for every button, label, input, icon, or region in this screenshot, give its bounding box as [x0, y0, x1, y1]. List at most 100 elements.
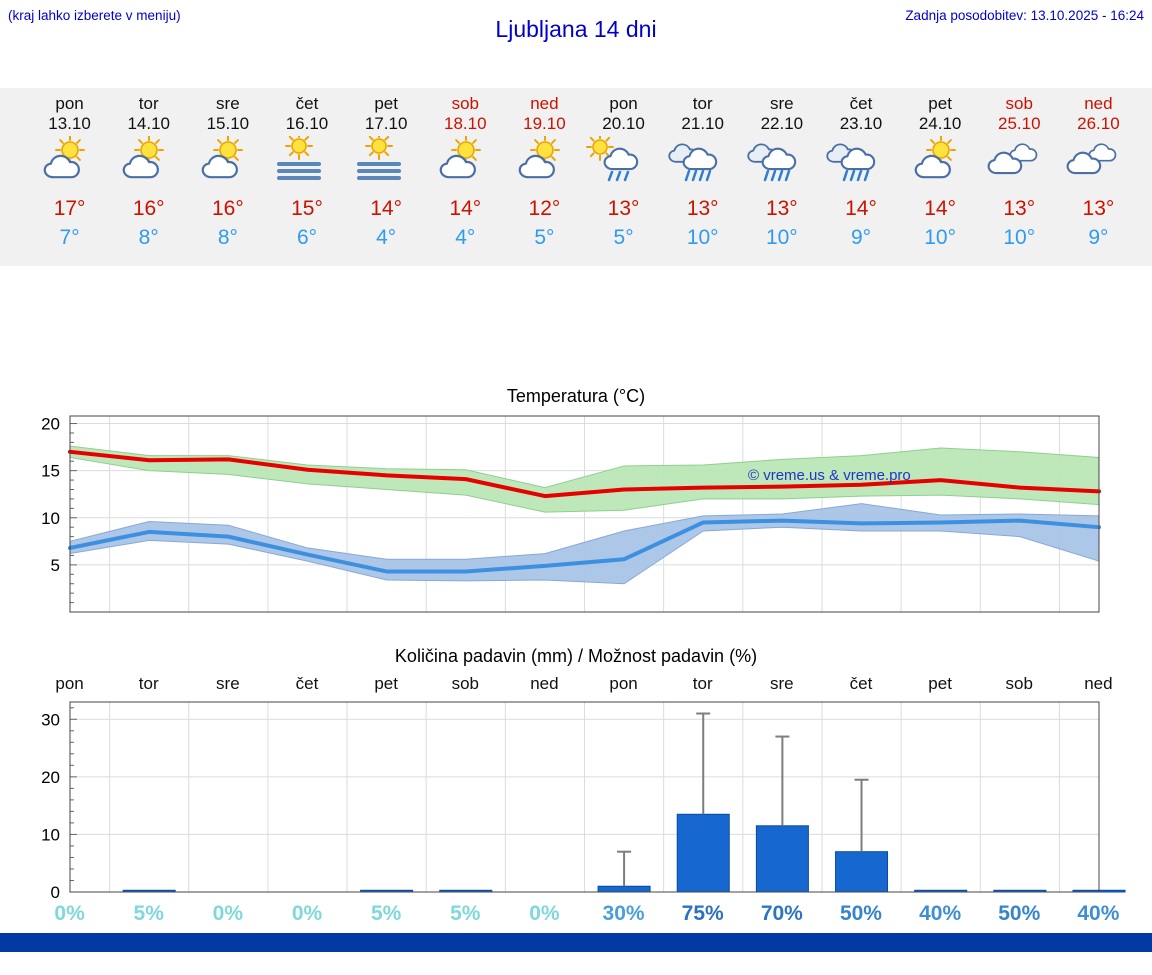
precip-day-label-3: sre: [216, 674, 240, 693]
temp-max: 17°: [53, 197, 86, 220]
forecast-day-1: pon 13.10 17° 7°: [30, 88, 109, 266]
menu-hint-text: (kraj lahko izberete v meniju): [8, 8, 181, 23]
precip-probability-7: 0%: [529, 902, 560, 925]
temp-min: 10°: [1003, 226, 1036, 249]
temp-y-tick: 5: [51, 556, 60, 575]
temp-min: 9°: [1088, 226, 1109, 249]
rain-icon: [742, 136, 821, 190]
precip-probability-3: 0%: [212, 902, 244, 925]
temp-max: 14°: [370, 197, 403, 220]
temp-min: 4°: [455, 226, 476, 249]
temperature-chart-title: Temperatura (°C): [506, 386, 646, 406]
precip-bar: [597, 885, 651, 893]
sun-cloud-icon: [109, 136, 188, 190]
temp-max: 15°: [291, 197, 323, 220]
precip-y-tick: 0: [51, 883, 60, 900]
temp-max: 13°: [765, 197, 798, 220]
page-header: (kraj lahko izberete v meniju) Ljubljana…: [0, 0, 1152, 88]
sun-cloud-icon: [426, 136, 505, 190]
day-date: 23.10: [839, 114, 883, 133]
day-name: sob: [451, 94, 479, 113]
temp-max: 16°: [211, 197, 244, 220]
forecast-day-2: tor 14.10 16° 8°: [109, 88, 188, 266]
temp-min: 10°: [924, 226, 956, 249]
precip-day-label-14: ned: [1084, 674, 1113, 693]
temp-min: 8°: [138, 226, 159, 249]
temp-min: 8°: [217, 226, 238, 249]
forecast-day-7: ned 19.10 12° 5°: [505, 88, 584, 266]
temp-max: 13°: [607, 197, 640, 220]
day-name: ned: [530, 94, 559, 113]
temp-y-tick: 10: [41, 509, 60, 528]
temp-min: 6°: [296, 226, 318, 249]
day-name: čet: [849, 94, 873, 113]
precip-probability-2: 5%: [133, 902, 164, 925]
precip-day-label-1: pon: [55, 674, 84, 693]
day-date: 13.10: [48, 114, 91, 133]
precip-day-label-10: sre: [770, 674, 794, 693]
precip-probability-13: 50%: [998, 902, 1041, 925]
day-name: pon: [609, 94, 638, 113]
precip-y-tick: 30: [41, 710, 60, 729]
sun-rain-icon: [584, 136, 663, 190]
temp-max: 13°: [1003, 197, 1036, 220]
temp-min: 9°: [850, 226, 872, 249]
precip-day-label-13: sob: [1005, 674, 1033, 693]
precip-probability-12: 40%: [919, 902, 962, 925]
temp-y-tick: 20: [41, 415, 60, 434]
precip-day-label-6: sob: [451, 674, 479, 693]
sun-cloud-icon: [30, 136, 109, 190]
forecast-day-9: tor 21.10 13° 10°: [663, 88, 742, 266]
cloud-icon: [980, 136, 1059, 190]
temp-max: 14°: [449, 197, 482, 220]
precip-probability-9: 75%: [681, 902, 724, 925]
day-name: sre: [216, 94, 240, 113]
precip-probability-6: 5%: [450, 902, 481, 925]
fog-icon: [347, 136, 426, 190]
forecast-strip: pon 13.10 17° 7° tor 14.10 16° 8° sre 15.10 16° 8° č…: [0, 88, 1152, 266]
day-name: tor: [138, 94, 159, 113]
precipitation-day-labels: pon tor sre čet pet sob ned pon tor sre čet pet sob n…: [0, 674, 1152, 700]
sun-cloud-icon: [901, 136, 980, 190]
precip-probability-10: 70%: [760, 902, 803, 925]
temp-max: 13°: [1082, 197, 1115, 220]
watermark-link[interactable]: © vreme.us & vreme.pro: [748, 467, 911, 484]
precipitation-probability-row: 0% 5% 0% 0% 5% 5% 0% 30% 75% 70% 50% 40% 50% 40%: [0, 902, 1152, 930]
precip-probability-4: 0%: [291, 902, 323, 925]
temp-max: 12°: [528, 197, 561, 220]
precip-y-tick: 10: [41, 825, 60, 844]
precipitation-chart: 0 10 20 30: [41, 701, 1126, 900]
forecast-day-14: ned 26.10 13° 9°: [1059, 88, 1138, 266]
precip-day-label-2: tor: [138, 674, 159, 693]
temp-max: 13°: [686, 197, 719, 220]
day-name: čet: [295, 94, 319, 113]
precip-day-label-12: pet: [928, 674, 952, 693]
forecast-day-10: sre 22.10 13° 10°: [742, 88, 821, 266]
rain-icon: [663, 136, 742, 190]
day-name: sre: [770, 94, 794, 113]
sun-cloud-icon: [188, 136, 267, 190]
precip-day-label-5: pet: [374, 674, 398, 693]
forecast-day-8: pon 20.10 13° 5°: [584, 88, 663, 266]
rain-icon: [821, 136, 900, 190]
day-date: 17.10: [364, 114, 408, 133]
forecast-day-4: čet 16.10 15° 6°: [267, 88, 346, 266]
last-update-text: Zadnja posodobitev: 13.10.2025 - 16:24: [905, 8, 1144, 23]
temp-min: 5°: [534, 226, 555, 249]
day-date: 24.10: [918, 114, 962, 133]
precip-day-label-9: tor: [692, 674, 713, 693]
temp-max: 14°: [845, 197, 877, 220]
page-title: Ljubljana 14 dni: [495, 16, 657, 42]
precip-day-label-11: čet: [849, 674, 873, 693]
day-name: tor: [692, 94, 713, 113]
day-name: pon: [55, 94, 84, 113]
temp-min: 7°: [59, 226, 80, 249]
precip-y-tick: 20: [41, 768, 60, 787]
footer-bar: [0, 933, 1152, 952]
day-name: sob: [1005, 94, 1033, 113]
precipitation-chart-title: Količina padavin (mm) / Možnost padavin …: [394, 646, 758, 666]
precip-day-label-4: čet: [295, 674, 319, 693]
day-name: ned: [1084, 94, 1113, 113]
forecast-day-5: pet 17.10 14° 4°: [347, 88, 426, 266]
fog-icon: [267, 136, 346, 190]
